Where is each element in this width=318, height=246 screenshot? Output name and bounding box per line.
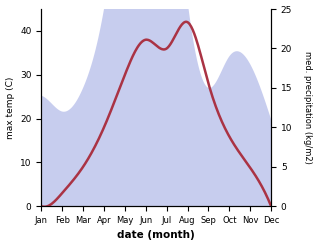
X-axis label: date (month): date (month): [117, 231, 195, 240]
Y-axis label: max temp (C): max temp (C): [5, 77, 15, 139]
Y-axis label: med. precipitation (kg/m2): med. precipitation (kg/m2): [303, 51, 313, 164]
